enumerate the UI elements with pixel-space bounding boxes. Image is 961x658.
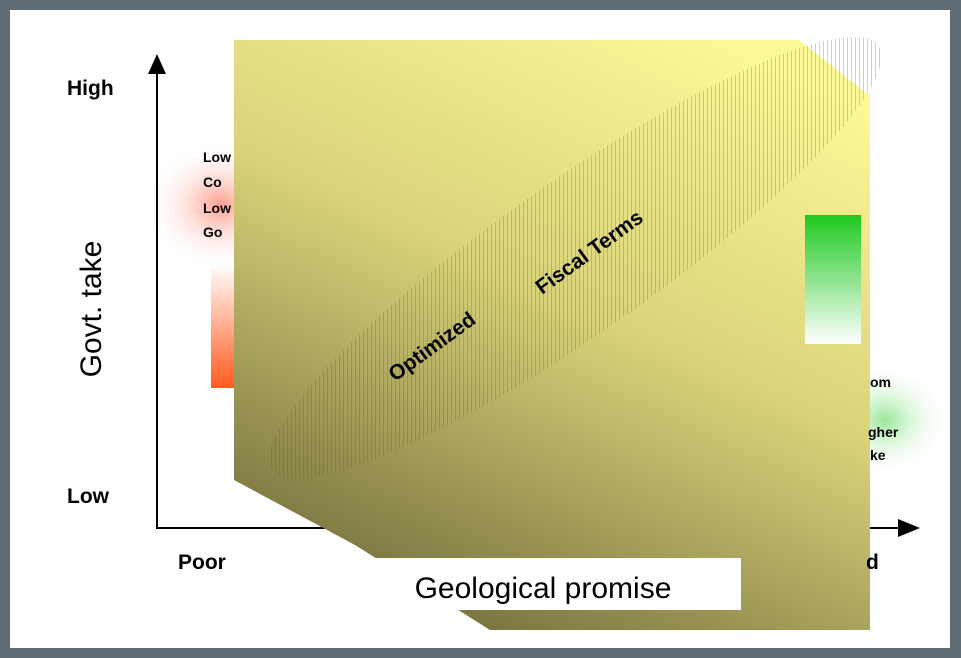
y-high-label: High — [67, 77, 114, 100]
good-prospect-bar — [805, 215, 861, 344]
y-axis-arrowhead — [148, 54, 166, 74]
left-note-line: Low — [203, 149, 231, 165]
y-low-label: Low — [67, 485, 109, 508]
slide-canvas: Optimized Fiscal Terms High Low Poor d L… — [10, 10, 950, 648]
y-axis-title: Govt. take — [75, 240, 108, 378]
x-axis-arrowhead — [898, 519, 920, 537]
left-note-line: Low — [203, 200, 231, 216]
left-note-line: Co — [203, 174, 222, 190]
left-note-line: Go — [203, 224, 223, 240]
x-good-label-fragment: d — [866, 551, 879, 574]
optimized-band — [268, 36, 882, 480]
x-poor-label: Poor — [178, 551, 226, 574]
x-axis-title: Geological promise — [345, 558, 741, 610]
diagram-graphics: Optimized Fiscal Terms — [145, 36, 950, 630]
right-note-line: ke — [870, 447, 886, 463]
right-note-line: gher — [868, 424, 899, 440]
right-note-line: om — [870, 374, 891, 390]
